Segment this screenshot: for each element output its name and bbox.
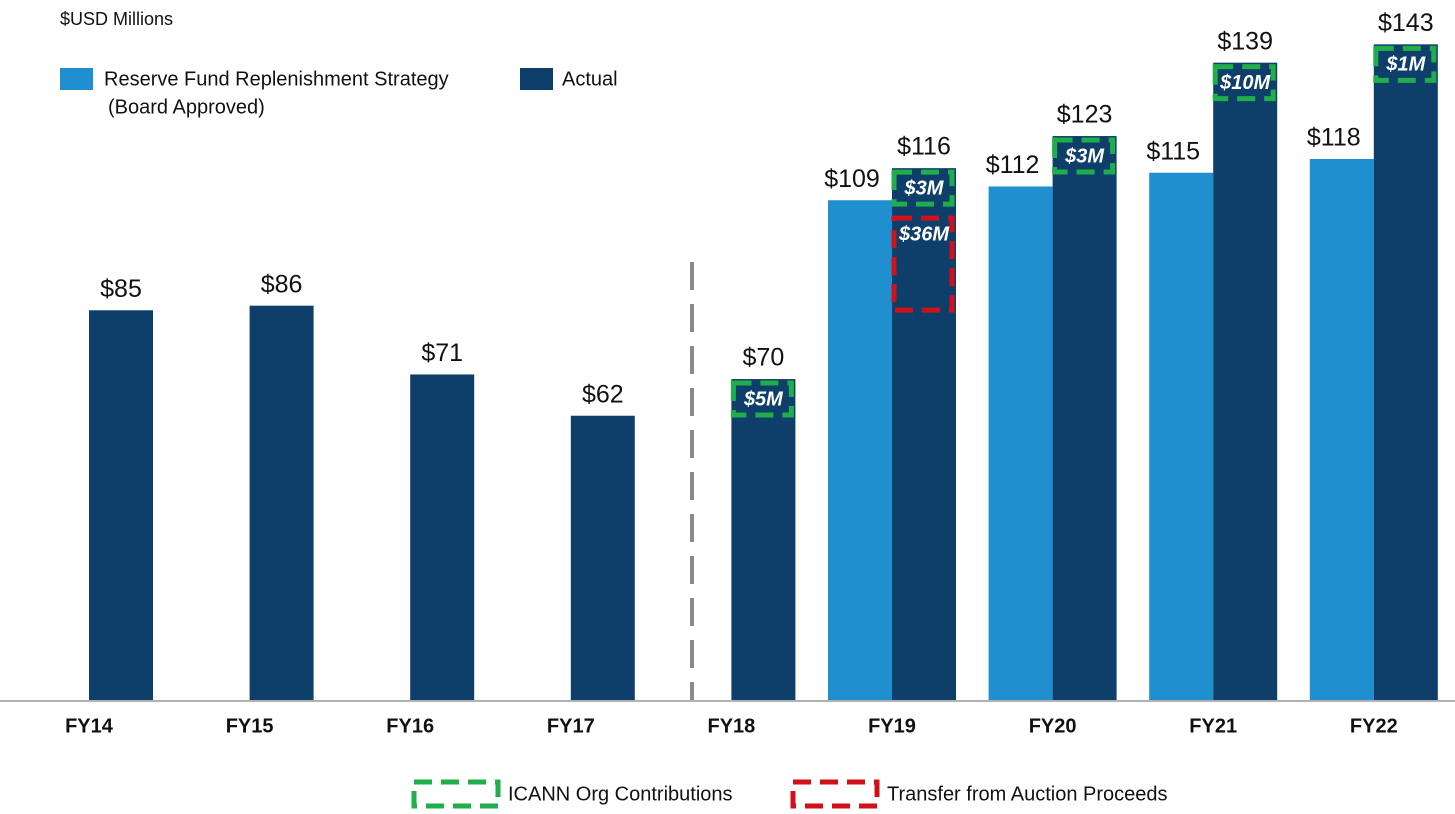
bar [1373,44,1438,701]
annotation-label: $1M [1385,54,1426,76]
annotation-label: $10M [1219,72,1271,94]
legend-swatch [520,68,553,90]
bar [988,186,1053,701]
annotation-box [891,215,955,313]
annotation-box [1373,45,1437,83]
bar [731,379,796,700]
value-label: $143 [1378,9,1434,37]
annotation-box [1212,64,1276,102]
bar [89,310,153,700]
bar [410,374,475,700]
x-tick-label: FY15 [226,715,274,737]
bar [892,168,956,700]
value-label: $70 [743,344,785,372]
x-tick-label: FY20 [1029,715,1077,737]
annotation-box [730,380,794,418]
legend-label: ICANN Org Contributions [508,783,733,805]
bar [249,305,314,700]
legend-swatch [60,68,93,90]
annotation-label: $5M [743,388,784,410]
value-label: $118 [1307,124,1361,152]
legend-label: Actual [562,68,618,90]
annotation-label: $3M [904,177,945,199]
bar [1052,136,1117,701]
value-label: $71 [421,339,463,367]
bar [1309,158,1374,701]
x-tick-label: FY14 [65,715,114,737]
x-tick-label: FY22 [1350,715,1398,737]
value-label: $109 [824,165,880,193]
value-label: $112 [986,151,1040,179]
value-label: $115 [1146,137,1200,165]
bar [1213,62,1278,701]
value-label: $86 [261,270,303,298]
x-tick-label: FY16 [386,715,434,737]
annotation-box [891,169,955,207]
value-label: $123 [1057,101,1113,129]
x-tick-label: FY19 [868,715,916,737]
annotation-box [1052,137,1116,175]
value-label: $62 [582,380,624,408]
legend-swatch [411,779,501,809]
legend-label: Reserve Fund Replenishment Strategy [104,68,449,90]
x-tick-label: FY18 [707,715,755,737]
bar [570,415,635,700]
annotation-label: $3M [1064,145,1105,167]
legend-note: (Board Approved) [108,96,265,118]
legend-swatch [790,779,880,809]
value-label: $139 [1217,27,1273,55]
value-label: $85 [100,275,142,303]
x-tick-label: FY21 [1189,715,1237,737]
x-tick-label: FY17 [547,715,595,737]
unit-label: $USD Millions [60,9,173,29]
legend-label: Transfer from Auction Proceeds [887,783,1168,805]
bar [1149,172,1214,701]
annotation-label: $36M [898,223,950,245]
bar [828,200,892,701]
value-label: $116 [897,133,951,161]
